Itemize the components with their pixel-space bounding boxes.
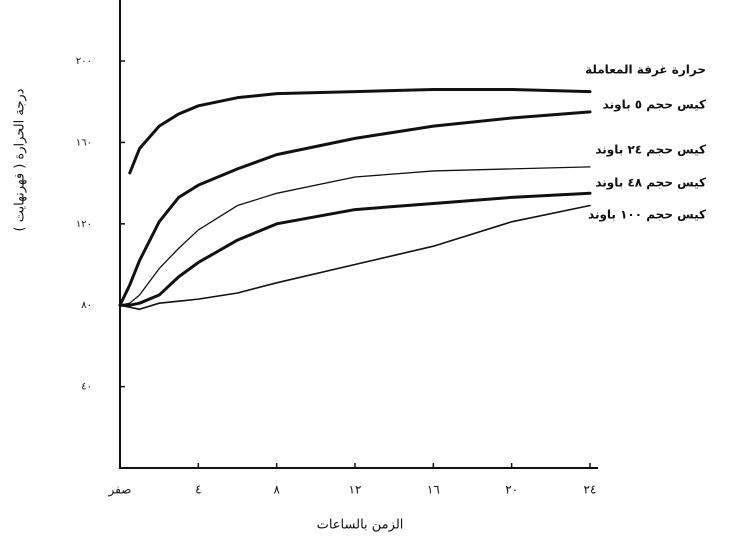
- y-tick-label: ٤٠: [81, 382, 92, 393]
- data-line: [119, 204, 591, 311]
- y-tick-label: ١٢٠: [76, 219, 92, 230]
- legend-label: حرارة غرفة المعاملة: [585, 63, 706, 77]
- legend-label: كيس حجم ٢٤ باوند: [595, 143, 706, 158]
- data-line: [118, 110, 592, 307]
- x-tick-label: ١٦: [427, 483, 440, 497]
- legend-label: كيس حجم ٤٨ باوند: [595, 176, 706, 191]
- y-tick-label: ٨٠: [81, 300, 92, 311]
- x-axis-label: الزمن بالساعات: [317, 518, 404, 533]
- x-tick-label: ١٢: [349, 483, 362, 497]
- y-tick-label: ٢٠٠: [76, 56, 92, 67]
- y-axis-label: درجة الحرارة ( فهرنهايت ): [13, 88, 28, 231]
- data-line: [119, 166, 591, 306]
- x-tick-label: ٨: [273, 483, 280, 497]
- x-tick-label: ٤: [195, 483, 201, 497]
- legend-label: كيس حجم ١٠٠ باوند: [588, 208, 706, 223]
- data-line: [118, 191, 592, 307]
- y-tick-label: ١٦٠: [76, 137, 92, 148]
- data-line: [128, 88, 592, 175]
- x-tick-label: ٢٤: [584, 483, 597, 497]
- x-tick-label: صفر: [108, 483, 132, 498]
- x-tick-label: ٢٠: [505, 483, 518, 497]
- legend-label: كيس حجم ٥ باوند: [603, 98, 706, 113]
